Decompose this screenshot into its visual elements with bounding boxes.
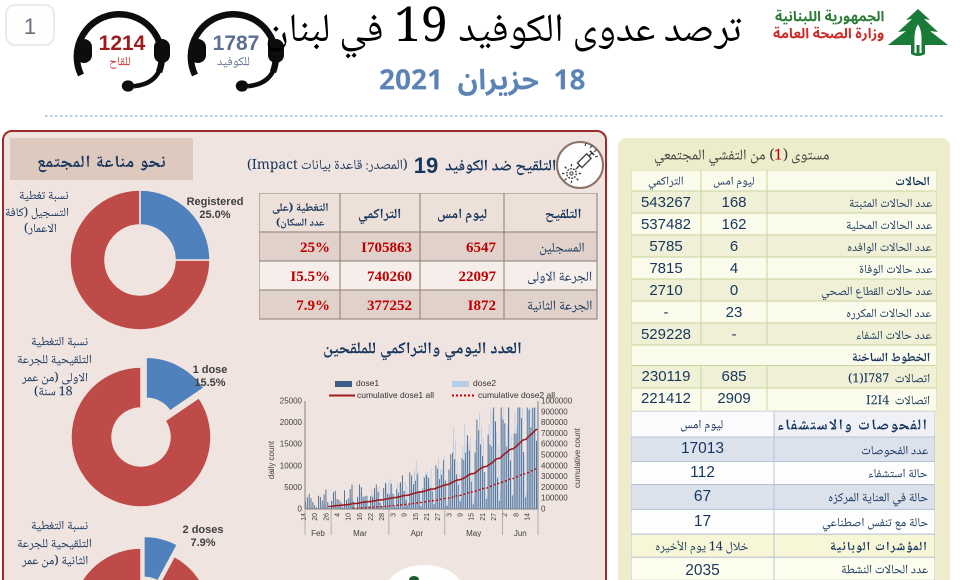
svg-text:25000: 25000 [280,397,303,406]
svg-text:28: 28 [379,513,386,521]
svg-text:27: 27 [435,513,442,521]
svg-text:27: 27 [491,513,498,521]
svg-text:3: 3 [446,513,453,517]
svg-text:9: 9 [458,513,465,517]
svg-text:20: 20 [312,513,319,521]
svg-text:900000: 900000 [541,407,568,416]
svg-text:5000: 5000 [284,483,302,492]
svg-text:cumulative count: cumulative count [574,427,582,488]
svg-text:9: 9 [402,513,409,517]
svg-text:May: May [466,529,481,537]
svg-text:4: 4 [335,513,342,517]
svg-text:2: 2 [502,513,509,517]
svg-text:Apr: Apr [411,529,424,537]
svg-text:400000: 400000 [541,461,568,470]
svg-text:600000: 600000 [541,440,568,449]
svg-text:Mar: Mar [353,529,367,537]
svg-text:Feb: Feb [311,529,325,537]
svg-text:8: 8 [513,513,520,517]
svg-text:15: 15 [469,513,476,521]
svg-text:3: 3 [390,513,397,517]
svg-text:26: 26 [323,513,330,521]
svg-text:0: 0 [541,505,546,514]
svg-text:100000: 100000 [541,494,568,503]
svg-text:300000: 300000 [541,472,568,481]
svg-text:10: 10 [346,513,353,521]
svg-text:800000: 800000 [541,418,568,427]
svg-text:21: 21 [480,513,487,521]
svg-text:21: 21 [424,513,431,521]
svg-text:14: 14 [301,513,308,521]
svg-text:1000000: 1000000 [541,397,573,406]
svg-text:14: 14 [525,513,532,521]
svg-text:200000: 200000 [541,483,568,492]
svg-text:Jun: Jun [514,529,527,537]
svg-text:0: 0 [298,505,303,514]
svg-text:15000: 15000 [280,440,303,449]
svg-text:20000: 20000 [280,418,303,427]
svg-text:500000: 500000 [541,451,568,460]
svg-text:16: 16 [357,513,364,521]
svg-text:15: 15 [413,513,420,521]
svg-text:daily count: daily count [268,440,276,479]
svg-text:10000: 10000 [280,461,303,470]
svg-text:700000: 700000 [541,429,568,438]
svg-text:22: 22 [368,513,375,521]
